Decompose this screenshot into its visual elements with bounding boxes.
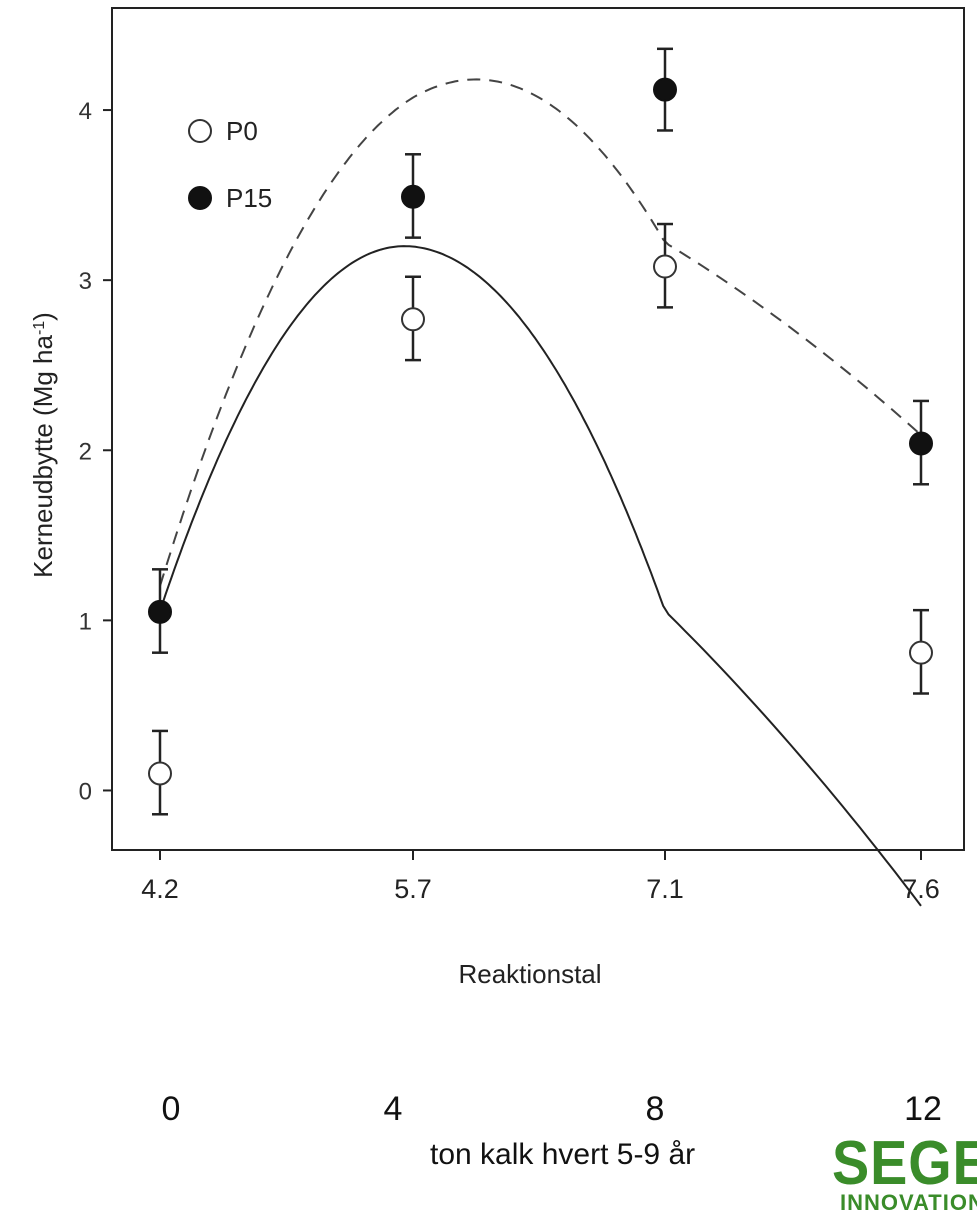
legend-label-p0: P0 bbox=[226, 116, 258, 146]
lime-caption: ton kalk hvert 5-9 år bbox=[430, 1138, 696, 1171]
y-tick-label-2: 2 bbox=[79, 438, 92, 465]
x-tick-label-1: 5.7 bbox=[394, 874, 432, 904]
y-tick-label-3: 3 bbox=[79, 268, 92, 295]
lime-label-0: 0 bbox=[161, 1090, 181, 1128]
fit-curve-p0 bbox=[159, 245, 922, 907]
y-tick-label-0: 0 bbox=[79, 778, 92, 805]
legend-marker-p0 bbox=[188, 119, 212, 143]
error-bars bbox=[152, 47, 929, 816]
seges-logo: SEGES INNOVATION bbox=[830, 1140, 977, 1216]
y-axis: 0 1 2 3 4 bbox=[79, 98, 112, 805]
legend-marker-p15 bbox=[188, 186, 212, 210]
point-p15-3 bbox=[909, 431, 933, 456]
legend: P0 P15 bbox=[188, 116, 272, 213]
x-axis: 4.2 5.7 7.1 7.6 bbox=[141, 850, 940, 904]
lime-label-3: 12 bbox=[904, 1090, 942, 1128]
point-p15-1 bbox=[401, 184, 425, 209]
x-tick-label-0: 4.2 bbox=[141, 874, 179, 904]
y-tick-label-4: 4 bbox=[79, 98, 92, 125]
fit-curve-p15 bbox=[159, 78, 922, 587]
x-axis-title: Reaktionstal bbox=[458, 959, 601, 989]
y-axis-title: Kerneudbytte (Mg ha-1) bbox=[28, 312, 58, 578]
point-p0-2 bbox=[653, 254, 677, 279]
logo-main-text: SEGES bbox=[832, 1140, 977, 1198]
y-tick-label-1: 1 bbox=[79, 608, 92, 635]
fit-curves bbox=[159, 78, 922, 907]
logo-sub-text: INNOVATION bbox=[840, 1190, 977, 1215]
x-tick-label-2: 7.1 bbox=[646, 874, 684, 904]
point-p0-3 bbox=[909, 640, 933, 665]
legend-label-p15: P15 bbox=[226, 183, 272, 213]
point-p0-1 bbox=[401, 307, 425, 332]
point-p0-0 bbox=[148, 761, 172, 786]
lime-label-2: 8 bbox=[645, 1090, 665, 1128]
point-p15-2 bbox=[653, 77, 677, 102]
point-p15-0 bbox=[148, 599, 172, 624]
data-points bbox=[148, 77, 933, 786]
plot-frame bbox=[111, 7, 965, 851]
lime-label-1: 4 bbox=[383, 1090, 403, 1128]
